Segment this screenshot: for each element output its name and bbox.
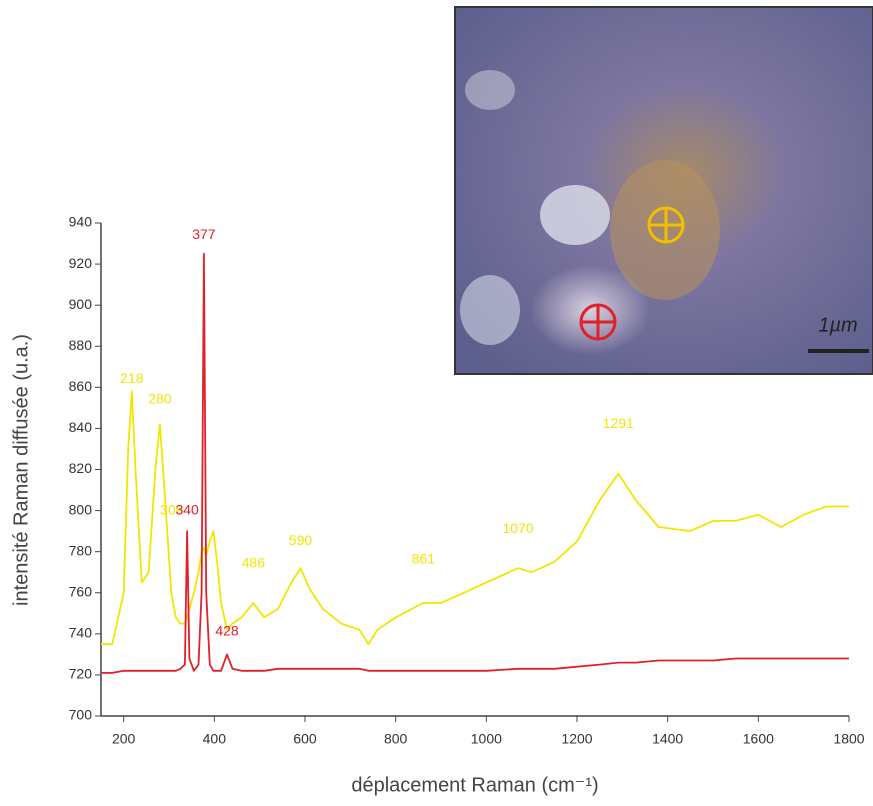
- y-tick-label: 800: [69, 501, 93, 517]
- x-tick-label: 400: [203, 731, 227, 747]
- peak-label: 306: [160, 501, 184, 517]
- peak-label: 861: [412, 551, 436, 567]
- y-tick-label: 900: [69, 296, 93, 312]
- spectrum-line: [101, 390, 849, 645]
- x-tick-label: 1400: [652, 731, 683, 747]
- y-tick-label: 880: [69, 337, 93, 353]
- y-tick-label: 820: [69, 460, 93, 476]
- spectrum-line: [101, 252, 849, 674]
- x-tick-label: 200: [112, 731, 136, 747]
- y-tick-label: 940: [69, 214, 93, 230]
- peak-label: 1070: [502, 520, 533, 536]
- y-axis-label: intensité Raman diffusée (u.a.): [10, 334, 32, 606]
- peak-label: 486: [242, 555, 266, 571]
- peak-label: 340: [175, 501, 199, 517]
- peak-label: 590: [289, 532, 313, 548]
- y-tick-label: 840: [69, 419, 93, 435]
- y-tick-label: 700: [69, 707, 93, 723]
- peak-label: 218: [120, 370, 144, 386]
- inset-photo: 1µm: [454, 6, 873, 375]
- x-tick-label: 1000: [471, 731, 502, 747]
- x-tick-label: 600: [293, 731, 317, 747]
- y-tick-label: 860: [69, 378, 93, 394]
- x-tick-label: 1800: [833, 731, 864, 747]
- scale-label: 1µm: [818, 314, 857, 336]
- y-tick-label: 780: [69, 542, 93, 558]
- x-tick-label: 1200: [561, 731, 592, 747]
- peak-label: 1291: [603, 415, 634, 431]
- y-tick-label: 760: [69, 583, 93, 599]
- x-axis-label: déplacement Raman (cm⁻¹): [351, 774, 598, 796]
- peak-label: 377: [192, 226, 216, 242]
- y-tick-label: 720: [69, 666, 93, 682]
- x-tick-label: 800: [384, 731, 408, 747]
- x-tick-label: 1600: [743, 731, 774, 747]
- peak-label: 428: [215, 622, 239, 638]
- y-tick-label: 920: [69, 255, 93, 271]
- peak-label: 280: [148, 390, 172, 406]
- y-tick-label: 740: [69, 625, 93, 641]
